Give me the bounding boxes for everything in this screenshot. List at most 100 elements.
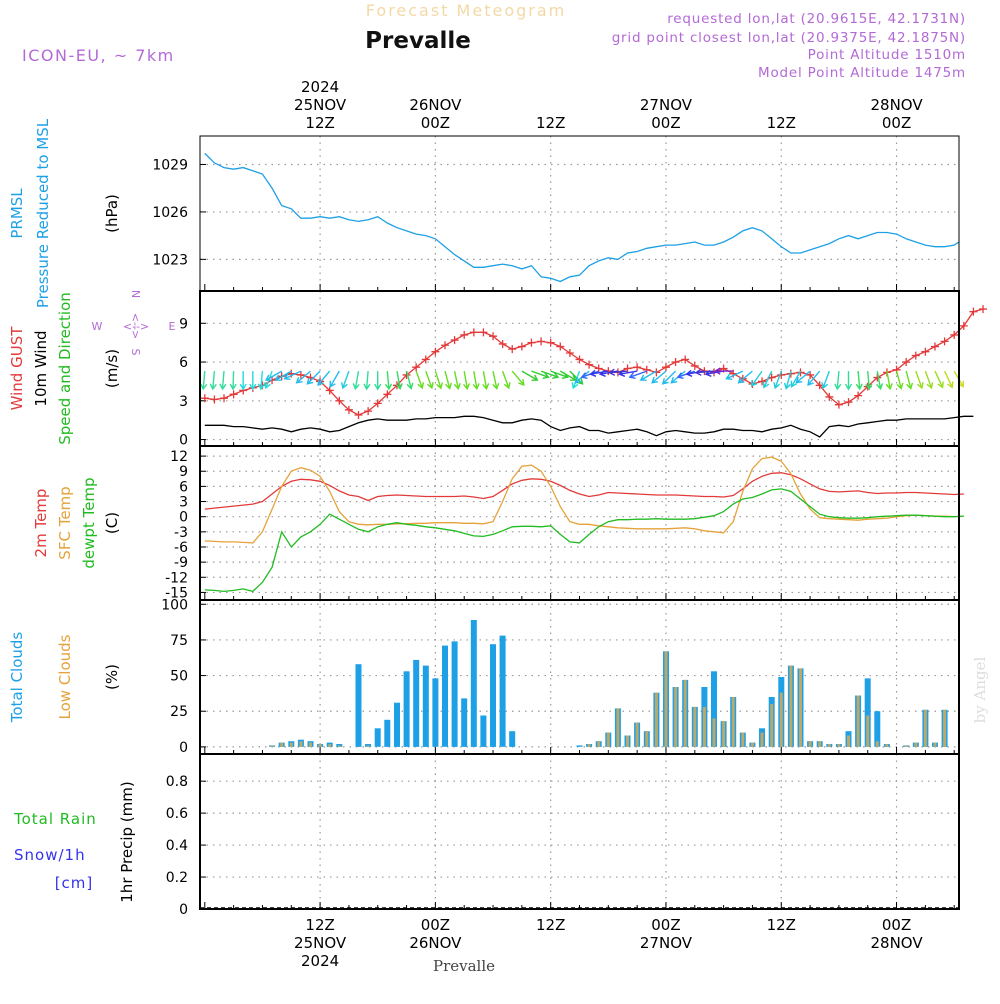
y-tick-label: -9 [174, 555, 188, 571]
low-cloud-bar [847, 735, 850, 747]
y-tick-label: 3 [179, 394, 188, 410]
low-cloud-bar [923, 709, 927, 747]
low-cloud-bar [654, 692, 658, 747]
wind-direction-arrow [651, 370, 667, 384]
total-cloud-bar [355, 664, 362, 747]
low-cloud-bar [722, 721, 726, 747]
side-label: SFC Temp [56, 486, 74, 559]
wind-direction-arrow [608, 368, 628, 376]
low-cloud-bar [943, 709, 947, 747]
gust-marker [210, 395, 219, 404]
low-cloud-bar [837, 744, 841, 747]
low-cloud-bar [856, 695, 860, 747]
wind-direction-arrow [628, 370, 648, 379]
y-tick-label: 50 [170, 669, 188, 685]
y-tick-label: 1023 [152, 252, 188, 268]
wind-compass: N S W E <--> <--> [92, 290, 176, 356]
y-tick-label: 1029 [152, 157, 188, 173]
gust-marker [527, 338, 536, 347]
gust-marker [806, 370, 815, 379]
wind-direction-arrow [855, 371, 863, 391]
total-cloud-bar [442, 645, 448, 747]
wind-direction-arrow [943, 370, 954, 389]
low-cloud-bar [933, 742, 937, 747]
wind-direction-arrow [415, 370, 425, 390]
wind-direction-arrow [229, 371, 237, 391]
panel-frame [199, 445, 960, 601]
wind-direction-arrow [694, 368, 715, 376]
low-cloud-bar [885, 744, 889, 747]
wind-direction-arrow [795, 370, 811, 384]
total-cloud-bar [422, 665, 429, 747]
low-cloud-bar [587, 744, 591, 747]
y-tick-label: 6 [179, 355, 188, 371]
wind-direction-arrow [773, 370, 782, 390]
low-cloud-bar [789, 665, 793, 747]
total-cloud-bar [451, 641, 458, 747]
wind-direction-arrow [501, 370, 511, 390]
y-tick-label: -15 [165, 585, 188, 601]
y-tick-label: 75 [170, 633, 188, 649]
wind-direction-arrow [844, 371, 853, 391]
grid-point-coords: grid point closest lon,lat (20.9375E, 42… [612, 30, 966, 46]
low-cloud-bar [818, 741, 822, 747]
side-label: Speed and Direction [56, 292, 74, 445]
gust-marker [296, 370, 305, 379]
gust-marker [979, 305, 988, 314]
side-label: 2m Temp [32, 489, 50, 558]
y-tick-label: 100 [161, 597, 188, 613]
wind-direction-arrow [737, 370, 753, 384]
low-cloud-bar [309, 742, 312, 747]
side-label: Low Clouds [56, 634, 74, 719]
wind-direction-arrow [444, 370, 452, 390]
gust-marker [575, 355, 584, 364]
total-cloud-bar [461, 698, 468, 747]
panel-frame [199, 135, 960, 292]
gust-marker [440, 341, 449, 350]
wind-direction-arrow [306, 370, 321, 385]
low-cloud-bar [280, 742, 284, 747]
low-cloud-bar [750, 742, 754, 747]
low-cloud-bar [770, 704, 774, 747]
wind-direction-arrow [482, 370, 490, 391]
series-line-dewpt Temp [204, 488, 964, 593]
wind-direction-arrow [511, 370, 525, 386]
y-tick-label: 0 [179, 510, 188, 526]
wind-direction-arrow [550, 370, 569, 379]
y-tick-label: 0 [179, 740, 188, 756]
wind-direction-arrow [750, 370, 763, 387]
y-tick-label: 0.2 [166, 870, 188, 886]
wind-direction-arrow [264, 370, 283, 381]
gust-marker [758, 377, 767, 386]
panel-clouds: 0 25 50 75 100 Total Clouds Low Clouds (%) [8, 597, 960, 756]
wind-direction-arrow [462, 370, 471, 391]
wind-direction-arrow [384, 371, 393, 391]
wind-direction-arrow [762, 370, 773, 389]
wind-direction-arrow [876, 370, 884, 391]
gust-marker [479, 328, 488, 337]
wind-direction-arrow [661, 370, 677, 385]
side-label: 10m Wind [32, 330, 50, 406]
total-cloud-bar [403, 671, 410, 747]
gust-marker [344, 405, 353, 414]
top-time-label: 00Z [882, 114, 911, 132]
side-label: Snow/1h [14, 846, 86, 864]
side-label: dewpt Temp [80, 477, 98, 568]
gust-marker [921, 347, 930, 356]
wind-direction-arrow [363, 371, 371, 391]
gust-marker [373, 399, 382, 408]
total-cloud-bar [413, 659, 420, 747]
total-cloud-bar [576, 745, 583, 747]
gust-marker [412, 363, 421, 372]
low-cloud-bar [808, 741, 812, 747]
low-cloud-bar [337, 745, 341, 747]
gust-marker [661, 363, 670, 372]
top-time-label: 2024 [301, 78, 339, 96]
panel-precip: 0 0.2 0.4 0.6 0.8 Total Rain Snow/1h [cm] 1hr Pr… [13, 753, 960, 918]
wind-direction-arrow [329, 370, 340, 388]
gust-marker [421, 355, 430, 364]
wind-direction-arrow [807, 370, 821, 386]
gust-marker [854, 391, 863, 400]
low-cloud-bar [626, 735, 629, 747]
